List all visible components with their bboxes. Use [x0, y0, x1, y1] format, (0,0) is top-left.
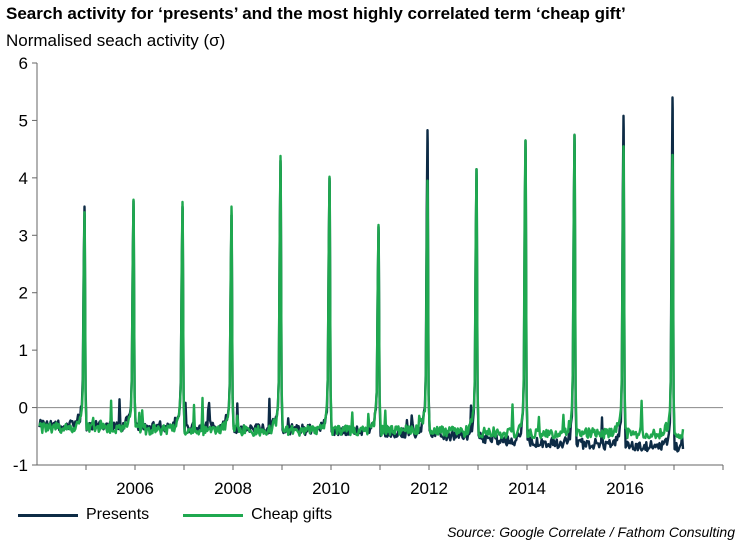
legend-swatch-presents	[18, 513, 78, 517]
source-note: Source: Google Correlate / Fathom Consul…	[447, 524, 735, 540]
x-tick-label: 2012	[410, 479, 448, 498]
y-tick-label: 6	[19, 54, 28, 73]
chart-title: Search activity for ‘presents’ and the m…	[6, 4, 626, 23]
axes: -1 0 1 2 3 4 5 6 2006 2008 2010 2012 2014 2016	[13, 54, 724, 498]
y-tick-label: 0	[19, 399, 28, 418]
y-tick-label: 5	[19, 111, 28, 130]
y-tick-label: -1	[13, 456, 28, 475]
x-tick-label: 2016	[606, 479, 644, 498]
series-line-presents	[38, 96, 685, 453]
legend-label-cheap-gifts: Cheap gifts	[251, 506, 333, 523]
x-tick-label: 2006	[116, 479, 154, 498]
legend: Presents Cheap gifts	[18, 506, 332, 524]
y-tick-label: 1	[19, 341, 28, 360]
x-tick-label: 2014	[508, 479, 546, 498]
legend-label-presents: Presents	[86, 506, 150, 523]
legend-swatch-cheap-gifts	[183, 513, 244, 517]
y-axis-label: Normalised seach activity (σ)	[6, 31, 226, 50]
y-tick-label: 2	[19, 284, 28, 303]
y-tick-label: 4	[19, 169, 28, 188]
y-tick-label: 3	[19, 226, 28, 245]
x-tick-label: 2008	[214, 479, 252, 498]
legend-item-presents: Presents	[18, 506, 149, 524]
legend-item-cheap-gifts: Cheap gifts	[183, 506, 332, 524]
x-tick-label: 2010	[312, 479, 350, 498]
series-line-cheap-gifts	[38, 133, 685, 440]
series-lines	[38, 96, 685, 453]
